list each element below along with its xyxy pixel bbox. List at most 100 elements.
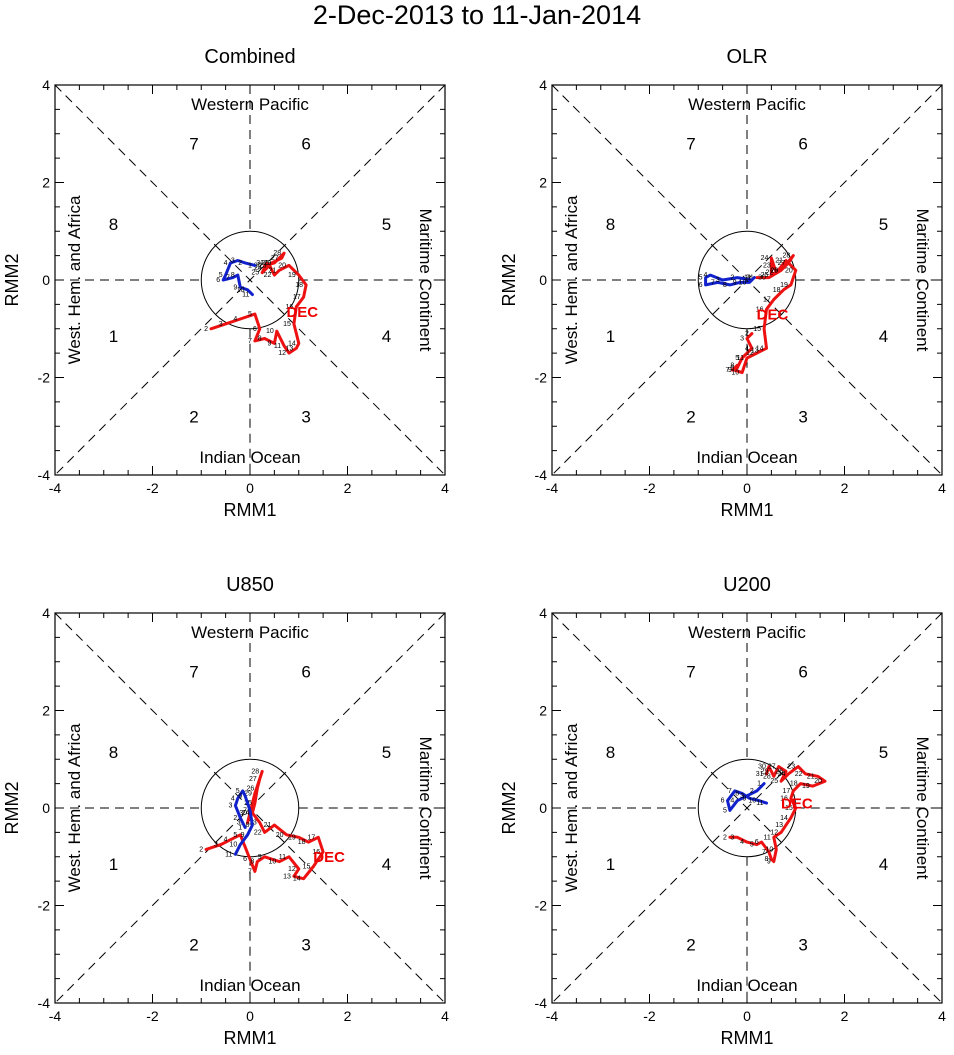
trajectory-jan xyxy=(726,782,768,812)
day-label: 25 xyxy=(251,270,259,277)
day-label: 18 xyxy=(773,287,781,294)
day-label: 28 xyxy=(783,253,791,260)
day-label: 14 xyxy=(756,345,764,352)
trajectory-dec xyxy=(730,254,798,375)
day-label: 26 xyxy=(261,260,269,267)
day-label: 7 xyxy=(725,367,729,374)
region-label-western-pacific: Western Pacific xyxy=(688,623,806,642)
x-tick-label: 0 xyxy=(246,1008,254,1024)
day-label: 9 xyxy=(728,367,732,374)
day-label: 10 xyxy=(765,846,773,853)
trajectory-dec xyxy=(209,251,308,355)
phase-number: 8 xyxy=(109,215,118,234)
day-label: 6 xyxy=(238,793,242,800)
day-label: 18 xyxy=(295,282,303,289)
day-label: 9 xyxy=(767,859,771,866)
x-tick-label: -4 xyxy=(546,1008,559,1024)
region-label-west-hem: West. Hem. and Africa xyxy=(65,723,84,892)
y-axis-label: RMM2 xyxy=(499,782,519,835)
phase-number: 4 xyxy=(382,327,391,346)
region-label-maritime: Maritime Continent xyxy=(416,737,435,880)
y-tick-label: -4 xyxy=(535,995,548,1011)
day-label: 7 xyxy=(728,788,732,795)
phase-number: 3 xyxy=(798,408,807,427)
region-label-maritime: Maritime Continent xyxy=(913,209,932,352)
day-label: 18 xyxy=(790,781,798,788)
day-label: 22 xyxy=(795,771,803,778)
day-label: 7 xyxy=(711,279,715,286)
day-label: 11 xyxy=(274,343,281,350)
day-label: 16 xyxy=(756,306,764,313)
day-label: 8 xyxy=(764,856,768,863)
day-label: 9 xyxy=(733,279,737,286)
day-label: 16 xyxy=(780,795,788,802)
day-label: 12 xyxy=(288,866,296,873)
day-label: 6 xyxy=(699,282,703,289)
day-label: 17 xyxy=(763,297,771,304)
y-axis-label: RMM2 xyxy=(2,782,22,835)
panel-title: Combined xyxy=(204,46,295,68)
y-tick-label: 0 xyxy=(42,800,50,816)
day-label: 8 xyxy=(730,362,734,369)
phase-number: 5 xyxy=(382,215,391,234)
phase-number: 4 xyxy=(382,855,391,874)
day-label: 31 xyxy=(256,260,264,267)
day-label: 28 xyxy=(273,250,281,257)
phase-number: 2 xyxy=(686,408,695,427)
trajectory-dec xyxy=(204,769,325,881)
day-label: 4 xyxy=(224,260,228,267)
x-tick-label: -4 xyxy=(49,480,62,496)
day-label: 21 xyxy=(264,822,272,829)
day-label: 7 xyxy=(243,807,247,814)
phase-number: 7 xyxy=(686,135,695,154)
day-label: 31 xyxy=(746,275,754,282)
phase-number: 7 xyxy=(189,663,198,682)
day-label: 9 xyxy=(233,284,237,291)
day-label: 25 xyxy=(770,778,778,785)
day-label: 7 xyxy=(248,338,252,345)
day-label: 15 xyxy=(303,864,311,871)
diagonal-line xyxy=(54,84,446,476)
phase-number: 6 xyxy=(301,663,310,682)
day-label: 3 xyxy=(231,258,235,265)
y-tick-label: -2 xyxy=(535,370,548,386)
phase-number: 1 xyxy=(109,855,118,874)
day-label: 23 xyxy=(763,262,771,269)
day-label: 6 xyxy=(755,839,759,846)
day-label: 28 xyxy=(763,773,771,780)
y-tick-label: 0 xyxy=(539,800,547,816)
phase-number: 8 xyxy=(109,743,118,762)
region-label-west-hem: West. Hem. and Africa xyxy=(65,195,84,364)
day-label: 1 xyxy=(248,262,252,269)
x-tick-label: 4 xyxy=(938,480,946,496)
day-label: 29 xyxy=(244,790,252,797)
x-axis-label: RMM1 xyxy=(224,500,277,520)
day-label: 13 xyxy=(286,345,294,352)
day-label: 6 xyxy=(730,365,734,372)
x-axis-label: RMM1 xyxy=(721,500,774,520)
day-label: 26 xyxy=(247,786,255,793)
day-label: 13 xyxy=(775,822,783,829)
y-tick-label: -4 xyxy=(38,995,51,1011)
trajectory-jan xyxy=(704,273,756,287)
day-label: 2 xyxy=(233,815,237,822)
day-label: 2 xyxy=(204,326,208,333)
day-label: 5 xyxy=(236,788,240,795)
day-label: 11 xyxy=(764,834,771,841)
phase-number: 6 xyxy=(798,135,807,154)
day-label: 11 xyxy=(279,854,286,861)
day-label: 11 xyxy=(744,275,751,282)
day-label: 30 xyxy=(758,275,766,282)
day-label: 11 xyxy=(756,800,763,807)
day-label: 1 xyxy=(745,277,749,284)
y-axis-label: RMM2 xyxy=(499,254,519,307)
x-tick-label: 2 xyxy=(841,1008,849,1024)
day-label: 21 xyxy=(268,267,276,274)
region-label-west-hem: West. Hem. and Africa xyxy=(562,195,581,364)
x-tick-label: 0 xyxy=(246,480,254,496)
y-tick-label: 4 xyxy=(42,605,50,621)
day-label: 14 xyxy=(780,815,788,822)
